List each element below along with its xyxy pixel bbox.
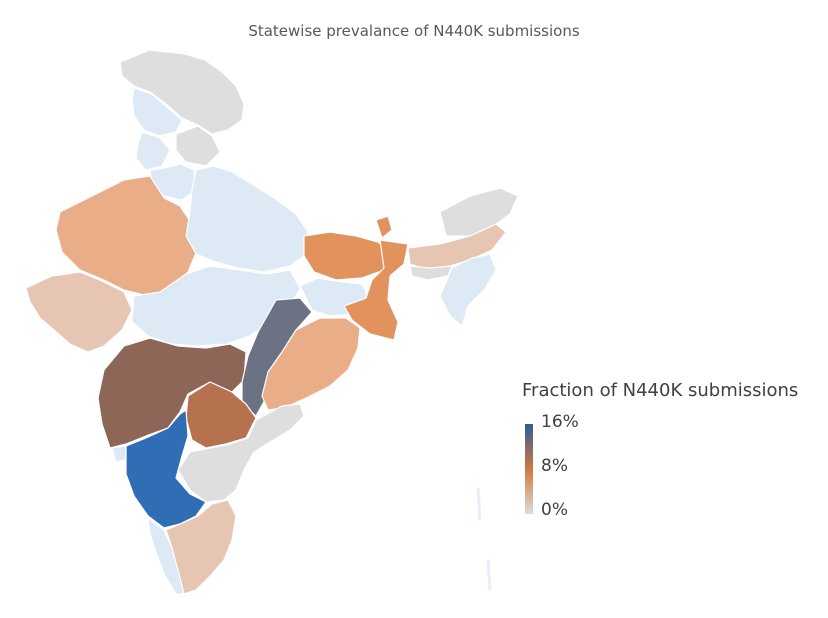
region-uttarakhand bbox=[175, 125, 221, 167]
region-northeast-south bbox=[439, 253, 497, 327]
region-arunachal bbox=[439, 187, 519, 237]
region-gujarat bbox=[25, 271, 133, 353]
legend-tick-high: 16% bbox=[541, 412, 579, 432]
region-jammu-kashmir bbox=[119, 49, 245, 135]
legend-color-scale bbox=[525, 424, 533, 514]
region-meghalaya bbox=[409, 265, 453, 281]
region-uttar-pradesh bbox=[185, 165, 309, 273]
region-andaman-islands bbox=[475, 485, 493, 593]
legend-tick-mid: 8% bbox=[541, 456, 568, 476]
region-kerala bbox=[147, 517, 187, 595]
region-telangana bbox=[185, 381, 257, 449]
region-goa bbox=[111, 445, 127, 463]
region-himachal bbox=[131, 87, 183, 137]
region-tamil-nadu bbox=[165, 499, 237, 595]
region-karnataka bbox=[125, 409, 207, 529]
region-sikkim bbox=[375, 215, 393, 239]
map-title: Statewise prevalance of N440K submission… bbox=[248, 22, 580, 40]
region-odisha bbox=[261, 317, 361, 411]
legend-title: Fraction of N440K submissions bbox=[522, 380, 799, 401]
region-rajasthan bbox=[55, 175, 199, 297]
region-west-bengal bbox=[343, 239, 409, 341]
region-punjab bbox=[135, 131, 171, 171]
region-andhra-pradesh bbox=[177, 403, 305, 503]
legend-tick-low: 0% bbox=[541, 500, 568, 520]
